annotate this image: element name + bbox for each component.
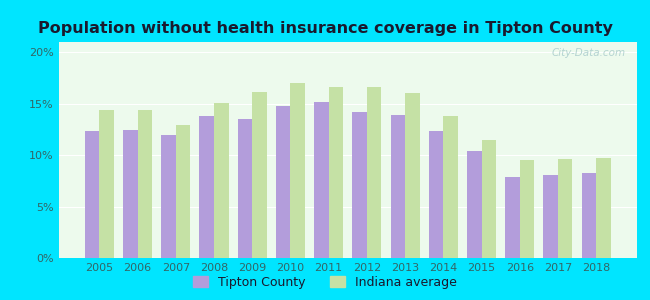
Bar [200, 116, 214, 258]
Bar [84, 131, 99, 258]
Bar [123, 130, 138, 258]
Bar [161, 135, 176, 258]
Bar [276, 106, 291, 258]
Bar [520, 160, 534, 258]
Bar [314, 102, 329, 258]
Bar [391, 115, 405, 258]
Bar [291, 83, 305, 258]
Bar [582, 172, 596, 258]
Bar [558, 159, 573, 258]
Legend: Tipton County, Indiana average: Tipton County, Indiana average [188, 271, 462, 294]
Bar [252, 92, 266, 258]
Bar [99, 110, 114, 258]
Bar [505, 177, 520, 258]
Bar [596, 158, 611, 258]
Bar [482, 140, 496, 258]
Bar [214, 103, 229, 258]
Bar [443, 116, 458, 258]
Bar [367, 87, 382, 258]
Bar [352, 112, 367, 258]
Text: Population without health insurance coverage in Tipton County: Population without health insurance cove… [38, 21, 612, 36]
Bar [176, 125, 190, 258]
Text: City-Data.com: City-Data.com [551, 49, 625, 58]
Bar [405, 93, 420, 258]
Bar [543, 175, 558, 258]
Bar [429, 131, 443, 258]
Bar [138, 110, 152, 258]
Bar [467, 151, 482, 258]
Bar [329, 87, 343, 258]
Bar [238, 119, 252, 258]
